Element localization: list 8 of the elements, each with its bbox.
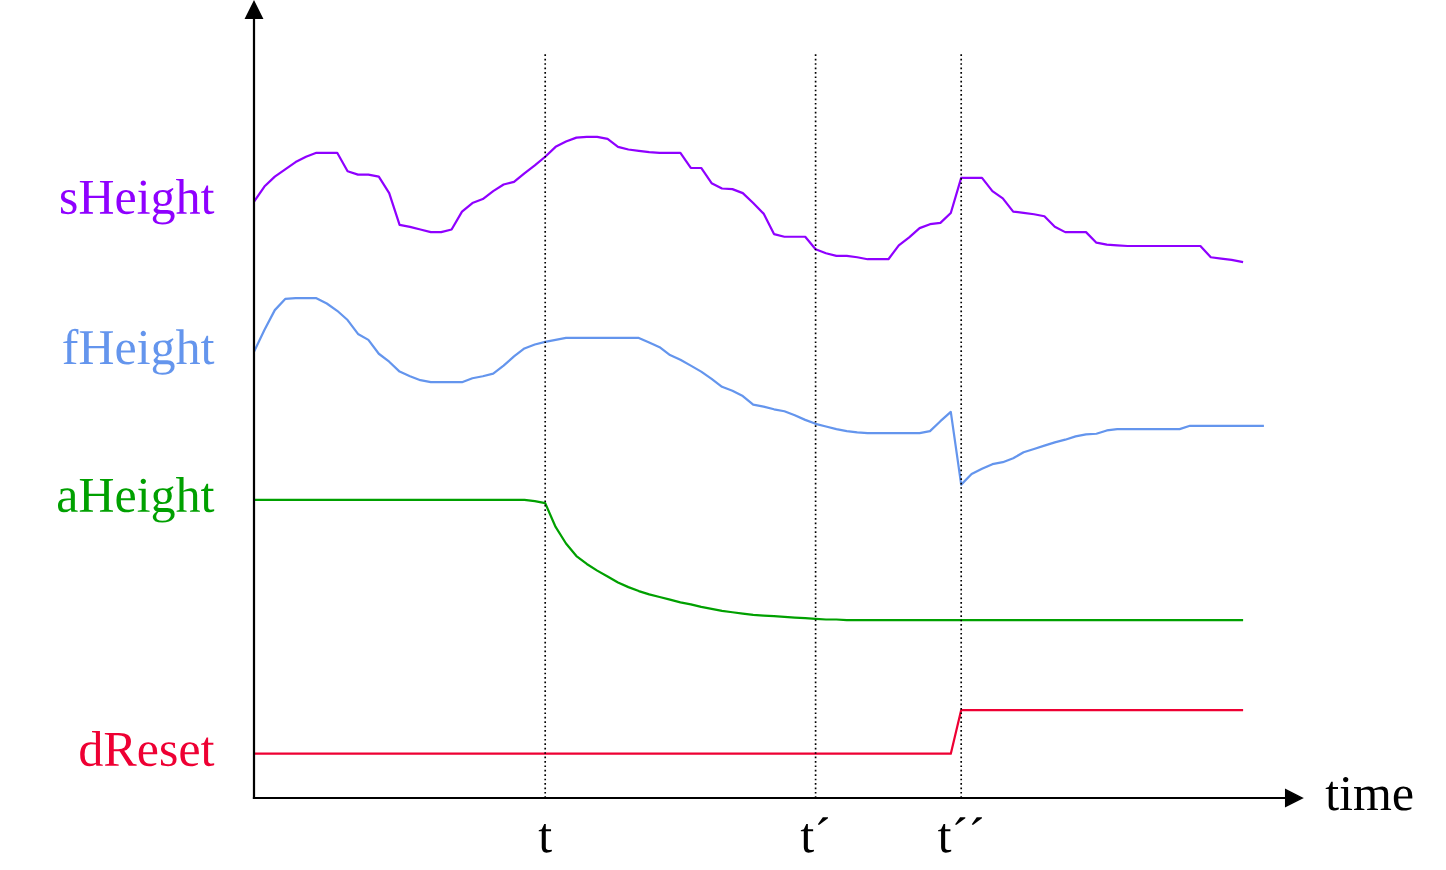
x-tick-label: t´´ <box>938 817 982 853</box>
series-label: aHeight <box>57 477 215 523</box>
series-label: dReset <box>80 731 215 767</box>
x-tick-label: t´ <box>800 817 829 853</box>
x-axis-title: time <box>1325 776 1413 811</box>
series-label: sHeight <box>60 178 215 225</box>
series-label: fHeight <box>63 328 215 375</box>
x-tick-label: t <box>538 823 552 853</box>
